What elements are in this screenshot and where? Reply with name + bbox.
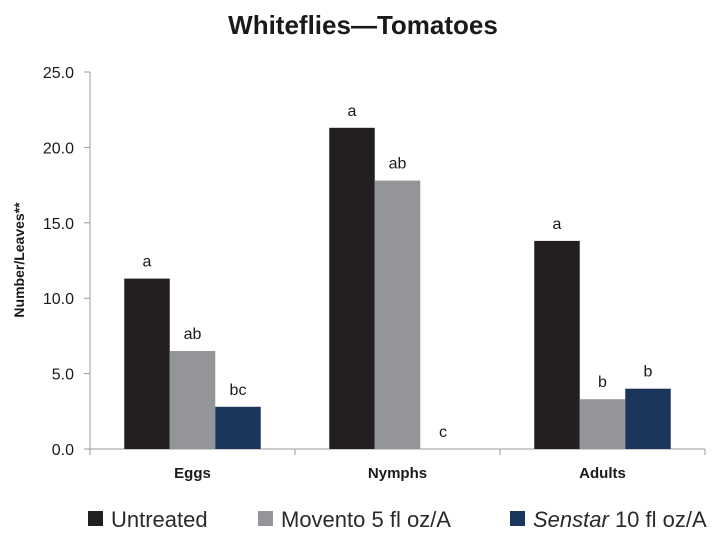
significance-letter: b: [644, 364, 653, 381]
bar: [625, 388, 671, 449]
legend-swatch: [258, 511, 273, 526]
x-category-label: Adults: [579, 465, 626, 482]
legend-label: Untreated: [111, 507, 208, 532]
y-tick-label: 25.0: [43, 65, 74, 82]
x-axis: Eggs Nymphs Adults: [89, 448, 706, 482]
significance-letter: ab: [184, 326, 202, 343]
chart-title: Whiteflies—Tomatoes: [228, 10, 498, 40]
x-category-label: Nymphs: [368, 465, 427, 482]
legend-label: Senstar 10 fl oz/A: [533, 507, 707, 532]
y-axis: 0.0 5.0 10.0 15.0 20.0 25.0: [43, 65, 91, 459]
y-tick-label: 15.0: [43, 216, 74, 233]
bar: [215, 406, 261, 449]
y-tick-label: 5.0: [52, 367, 74, 384]
bar: [329, 127, 375, 450]
significance-letter: a: [553, 216, 562, 233]
bar: [169, 350, 216, 449]
significance-letter: ab: [389, 156, 407, 173]
bar: [579, 399, 626, 449]
significance-letter: a: [143, 254, 152, 271]
bar: [124, 278, 170, 449]
significance-letter: bc: [230, 382, 247, 399]
significance-letter: b: [598, 374, 607, 391]
legend: Untreated Movento 5 fl oz/A Senstar 10 fl …: [88, 507, 707, 532]
y-tick-label: 20.0: [43, 140, 74, 157]
y-tick-label: 0.0: [52, 442, 74, 459]
x-category-label: Eggs: [174, 465, 211, 482]
legend-swatch: [510, 511, 525, 526]
bar: [534, 240, 580, 449]
bars: [124, 127, 671, 450]
y-axis-label: Number/Leaves**: [11, 202, 27, 318]
significance-letter: a: [348, 103, 357, 120]
significance-letter: c: [439, 424, 447, 441]
legend-swatch: [88, 511, 103, 526]
bar: [374, 180, 421, 450]
legend-label: Movento 5 fl oz/A: [281, 507, 451, 532]
y-tick-label: 10.0: [43, 291, 74, 308]
